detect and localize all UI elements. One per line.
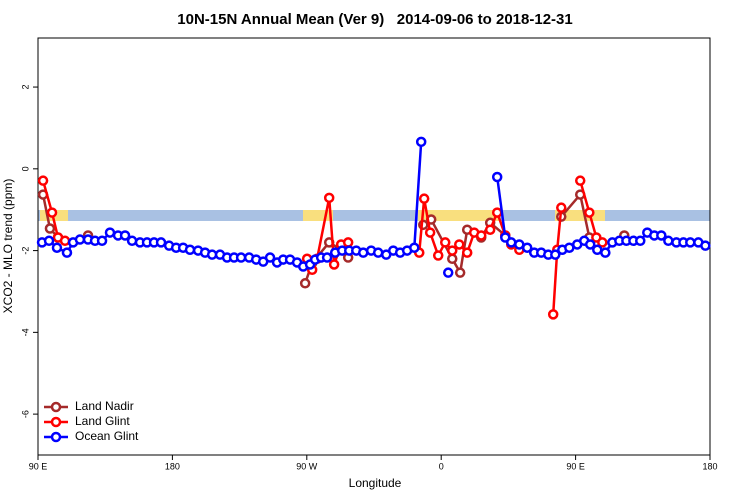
data-point [432, 250, 444, 261]
data-point [104, 227, 116, 238]
data-point [461, 247, 473, 258]
data-point [342, 237, 354, 248]
ocean-strip [38, 210, 710, 221]
data-point [119, 230, 131, 241]
data-point [372, 247, 384, 258]
data-point [550, 249, 561, 260]
data-point [415, 136, 427, 148]
data-point [597, 237, 608, 248]
data-point [447, 245, 458, 256]
x-tick-label: 90 E [29, 461, 48, 471]
legend-label: Land Glint [75, 414, 130, 428]
data-point [424, 227, 436, 238]
data-point [442, 267, 454, 278]
land-strip [555, 210, 605, 221]
data-point [43, 235, 55, 247]
land-strip [418, 210, 500, 221]
x-axis-label: Longitude [349, 476, 402, 490]
x-tick-label: 90 W [296, 461, 318, 471]
data-point [37, 175, 49, 186]
data-point [663, 235, 674, 247]
legend-label: Land Nadir [75, 399, 134, 413]
data-point [656, 230, 667, 241]
data-point [155, 237, 167, 248]
y-tick-label: -2 [20, 247, 30, 255]
legend-label: Ocean Glint [75, 429, 139, 443]
data-point [584, 207, 595, 218]
data-point [700, 240, 711, 251]
data-point [46, 207, 58, 218]
data-point [184, 244, 196, 256]
data-point [592, 244, 603, 256]
data-point [600, 247, 611, 258]
data-point [556, 202, 567, 213]
data-point [418, 193, 430, 204]
data-point [235, 252, 247, 263]
data-point [409, 242, 420, 253]
x-tick-label: 0 [439, 461, 444, 471]
y-axis-label: XCO2 - MLO trend (ppm) [1, 179, 15, 314]
data-point [635, 235, 646, 247]
land-strip [303, 210, 333, 221]
data-point [505, 237, 517, 248]
map-strip [38, 210, 710, 221]
y-tick-label: 0 [20, 166, 30, 171]
data-point [264, 252, 276, 263]
data-point [59, 235, 71, 247]
data-point [584, 239, 596, 250]
data-point [328, 259, 340, 270]
data-point [491, 207, 503, 218]
data-point [44, 223, 56, 234]
y-tick-label: -4 [20, 328, 30, 336]
y-tick-label: -6 [20, 410, 30, 418]
x-tick-label: 90 E [566, 461, 585, 471]
data-point [299, 278, 311, 289]
legend-marker [50, 401, 62, 413]
y-tick-label: 2 [20, 85, 30, 90]
data-point [521, 242, 533, 253]
data-point [574, 175, 586, 186]
data-point [61, 247, 73, 258]
data-point [454, 239, 465, 250]
data-point [74, 234, 86, 245]
x-tick-label: 180 [165, 461, 180, 471]
data-point [484, 224, 496, 235]
data-point [439, 237, 451, 248]
data-point [323, 192, 335, 204]
data-point [547, 309, 559, 320]
data-point [685, 237, 696, 248]
data-point [51, 242, 63, 253]
legend-marker [50, 431, 62, 443]
data-point [321, 252, 333, 263]
x-tick-label: 180 [702, 461, 717, 471]
legend-marker [50, 416, 62, 428]
chart-title: 10N-15N Annual Mean (Ver 9) 2014-09-06 t… [177, 11, 572, 28]
data-point [96, 235, 108, 247]
data-point [454, 267, 466, 278]
data-point [447, 253, 458, 265]
data-point [491, 171, 503, 183]
data-point [475, 230, 487, 241]
